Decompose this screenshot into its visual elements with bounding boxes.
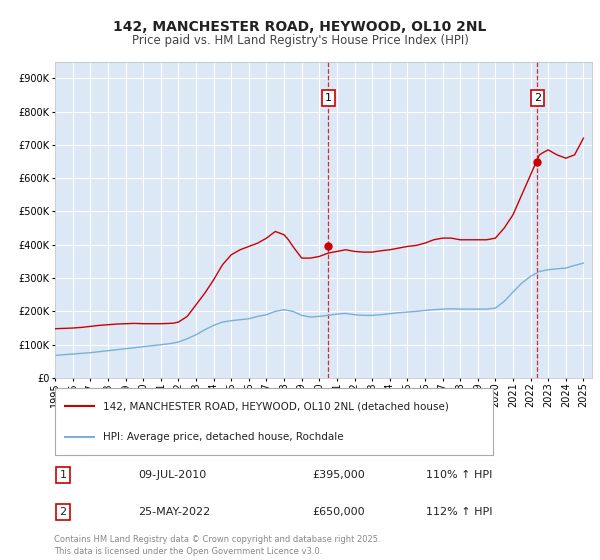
- Text: 2: 2: [534, 93, 541, 103]
- Text: £395,000: £395,000: [312, 470, 365, 480]
- Text: Contains HM Land Registry data © Crown copyright and database right 2025.
This d: Contains HM Land Registry data © Crown c…: [54, 535, 380, 556]
- Text: 142, MANCHESTER ROAD, HEYWOOD, OL10 2NL: 142, MANCHESTER ROAD, HEYWOOD, OL10 2NL: [113, 20, 487, 34]
- Text: £650,000: £650,000: [312, 507, 365, 517]
- Text: HPI: Average price, detached house, Rochdale: HPI: Average price, detached house, Roch…: [103, 432, 344, 442]
- Text: 25-MAY-2022: 25-MAY-2022: [138, 507, 210, 517]
- Text: 110% ↑ HPI: 110% ↑ HPI: [426, 470, 493, 480]
- Text: 09-JUL-2010: 09-JUL-2010: [138, 470, 206, 480]
- Text: 1: 1: [325, 93, 332, 103]
- Text: 112% ↑ HPI: 112% ↑ HPI: [426, 507, 493, 517]
- Text: 1: 1: [59, 470, 67, 480]
- Text: Price paid vs. HM Land Registry's House Price Index (HPI): Price paid vs. HM Land Registry's House …: [131, 34, 469, 46]
- Text: 2: 2: [59, 507, 67, 517]
- Text: 142, MANCHESTER ROAD, HEYWOOD, OL10 2NL (detached house): 142, MANCHESTER ROAD, HEYWOOD, OL10 2NL …: [103, 401, 449, 411]
